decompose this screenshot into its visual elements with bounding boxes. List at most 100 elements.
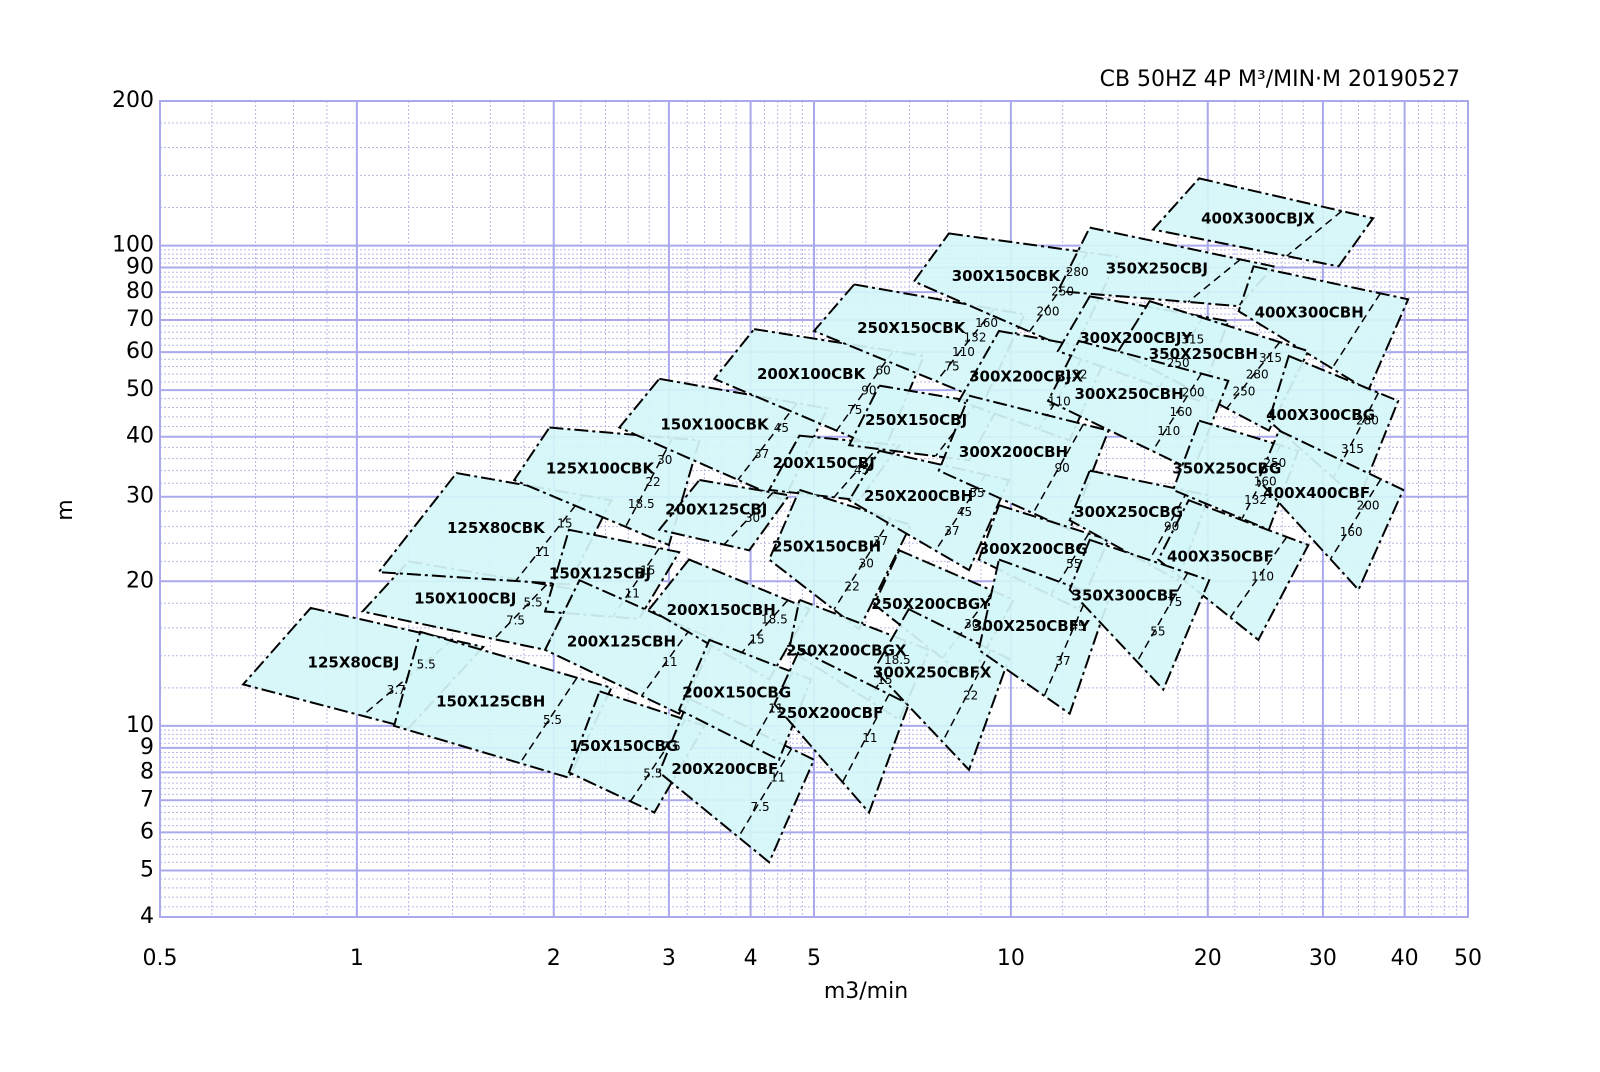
power-divider (641, 628, 691, 697)
power-label: 7.5 (662, 739, 681, 753)
power-label: 11 (662, 655, 677, 669)
power-label: 90 (1055, 461, 1070, 475)
power-label: 45 (1070, 619, 1085, 633)
region-label: 200X150CBJ (773, 454, 875, 472)
region (1151, 177, 1375, 268)
power-divider (1136, 572, 1189, 663)
power-label: 7.5 (506, 613, 525, 627)
power-label: 110 (1251, 570, 1274, 584)
y-tick-label: 8 (140, 759, 154, 784)
y-tick-label: 5 (140, 857, 154, 882)
power-label: 280 (1246, 368, 1269, 382)
power-label: 30 (657, 453, 672, 467)
y-tick-label: 60 (126, 339, 154, 364)
region (1068, 538, 1211, 692)
power-divider (735, 599, 789, 661)
region-label: 200X150CBG (682, 684, 791, 702)
region-label: 350X300CBF (1072, 586, 1179, 604)
region-label: 300X250CBH (1074, 385, 1183, 403)
power-label: 75 (847, 403, 862, 417)
region-label: 200X100CBK (757, 365, 867, 383)
regions (241, 177, 1410, 864)
region (1257, 429, 1405, 592)
power-divider (1229, 536, 1288, 618)
power-divider (1226, 341, 1281, 409)
region (773, 648, 911, 815)
x-tick-label: 10 (997, 946, 1025, 971)
region (1156, 498, 1310, 642)
region-label: 250X200CBH (864, 487, 973, 505)
power-label: 160 (1340, 525, 1363, 539)
power-divider (1187, 258, 1241, 303)
power-label: 45 (957, 505, 972, 519)
region (657, 478, 791, 552)
x-tick-label: 0.5 (143, 946, 178, 971)
power-label: 160 (1170, 405, 1193, 419)
y-tick-label: 9 (140, 735, 154, 760)
region (677, 638, 813, 762)
y-tick-label: 6 (140, 819, 154, 844)
power-label: 280 (1066, 265, 1089, 279)
x-tick-label: 20 (1194, 946, 1222, 971)
power-label: 15 (557, 516, 572, 530)
x-tick-label: 5 (807, 946, 821, 971)
power-label: 132 (1065, 367, 1088, 381)
region-label: 125X80CBK (447, 519, 546, 537)
y-tick-label: 90 (126, 255, 154, 280)
plot-frame (159, 100, 1469, 918)
power-divider (1329, 478, 1382, 560)
region-label: 250X200CBGX (786, 641, 907, 659)
power-divider (1151, 373, 1203, 452)
power-label: 5.5 (524, 595, 543, 609)
region-label: 150X100CBK (660, 415, 770, 433)
region-label: 150X125CBJ (549, 565, 651, 583)
y-tick-label: 100 (112, 233, 154, 258)
power-label: 11 (768, 702, 783, 716)
y-tick-label: 50 (126, 377, 154, 402)
power-label: 5.5 (417, 658, 436, 672)
power-label: 160 (975, 316, 998, 330)
power-divider (723, 492, 774, 546)
power-label: 5.5 (543, 713, 562, 727)
power-label: 3.7 (387, 683, 406, 697)
region-label: 300X200CBJY (1079, 329, 1193, 347)
power-label: 11 (862, 731, 877, 745)
power-label: 11 (535, 545, 550, 559)
power-label: 22 (844, 579, 859, 593)
x-tick-label: 30 (1309, 946, 1337, 971)
power-label: 90 (1164, 520, 1179, 534)
power-label: 200 (1037, 304, 1060, 318)
power-divider (1286, 210, 1343, 257)
power-label: 37 (944, 524, 959, 538)
region-label: 400X300CBG (1266, 406, 1375, 424)
power-divider (934, 401, 979, 457)
power-label: 30 (745, 511, 760, 525)
y-tick-label: 7 (140, 787, 154, 812)
power-divider (515, 494, 585, 582)
region-label: 200X150CBH (667, 601, 776, 619)
y-tick-label: 200 (112, 88, 154, 113)
region-label: 300X200CBG (979, 540, 1088, 558)
region-label: 200X125CBJ (665, 500, 767, 518)
power-label: 75 (1167, 595, 1182, 609)
power-divider (841, 693, 890, 783)
chart-title: CB 50HZ 4P M³/MIN·M 20190527 (1100, 67, 1460, 92)
y-tick-label: 30 (126, 484, 154, 509)
power-label: 280 (1356, 414, 1379, 428)
power-divider (935, 308, 995, 382)
power-label: 315 (1259, 351, 1282, 365)
x-tick-label: 4 (744, 946, 758, 971)
power-label: 11 (770, 771, 785, 785)
power-label: 315 (1181, 333, 1204, 347)
power-label: 250 (1167, 356, 1190, 370)
region-label: 300X250CBG (1074, 503, 1183, 521)
region-label: 150X125CBH (436, 692, 545, 710)
region-label: 300X250CBFY (972, 617, 1091, 635)
region-label: 350X250CBJ (1106, 259, 1208, 277)
region-label: 250X150CBH (772, 537, 881, 555)
y-tick-label: 70 (126, 307, 154, 332)
region (1056, 226, 1276, 308)
power-label: 110 (1157, 424, 1180, 438)
region-label: 200X200CBF (671, 760, 778, 778)
